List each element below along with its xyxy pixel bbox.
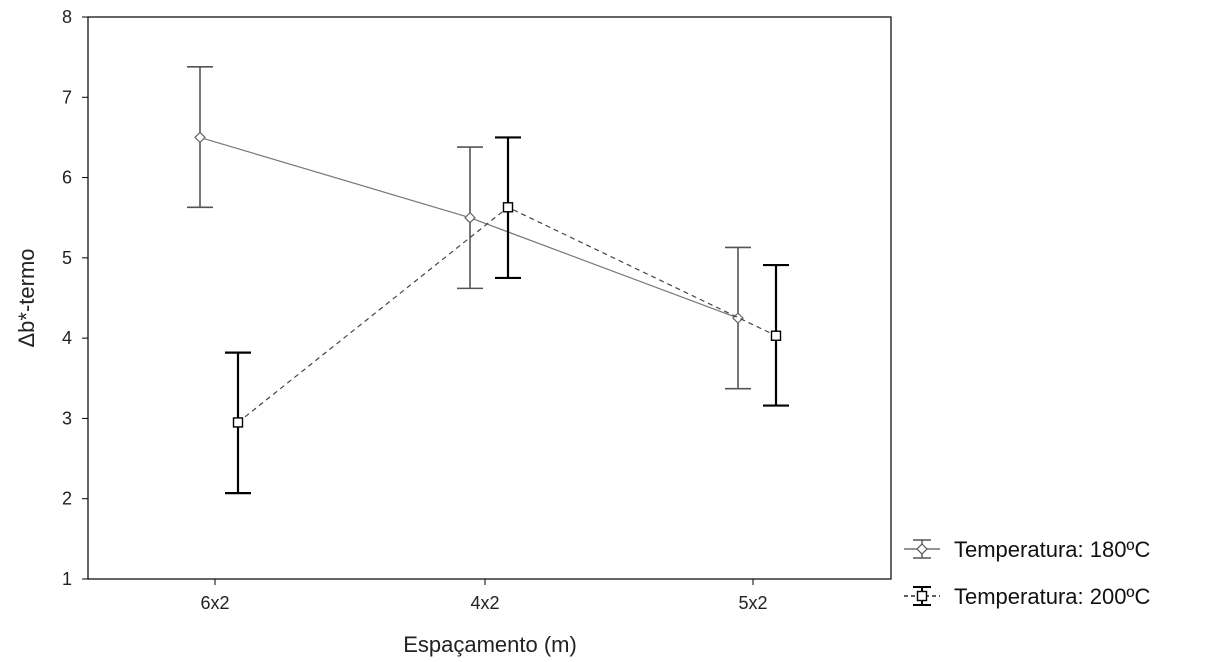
legend-label: Temperatura: 200ºC: [954, 584, 1150, 609]
data-point: [770, 330, 782, 341]
y-tick-label: 3: [62, 408, 72, 428]
legend-marker: [916, 590, 928, 602]
x-tick-label: 6x2: [200, 593, 229, 613]
y-tick-label: 4: [62, 328, 72, 348]
legend-item-temperatura-200: Temperatura: 200ºC: [904, 584, 1150, 609]
x-tick-label: 5x2: [738, 593, 767, 613]
y-tick-label: 5: [62, 248, 72, 268]
legend: Temperatura: 180ºC Temperatura: 200ºC: [904, 537, 1150, 609]
y-tick-label: 2: [62, 489, 72, 509]
y-tick-label: 8: [62, 7, 72, 27]
x-axis-ticks: 6x2 4x2 5x2: [200, 579, 768, 613]
y-axis-ticks: 1 2 3 4 5 6 7 8: [62, 7, 88, 589]
y-tick-label: 7: [62, 87, 72, 107]
y-axis-title: Δb*-termo: [14, 248, 39, 347]
series-temperatura-180: [187, 65, 751, 390]
plot-frame: [87, 16, 892, 580]
y-tick-label: 6: [62, 168, 72, 188]
legend-marker: [916, 543, 928, 555]
data-point: [194, 131, 206, 144]
series-temperatura-200: [225, 136, 789, 495]
data-point: [732, 312, 744, 324]
legend-item-temperatura-180: Temperatura: 180ºC: [904, 537, 1150, 562]
data-point: [502, 202, 514, 213]
x-axis-title: Espaçamento (m): [403, 632, 577, 657]
legend-label: Temperatura: 180ºC: [954, 537, 1150, 562]
series-layer: [187, 65, 789, 495]
y-tick-label: 1: [62, 569, 72, 589]
data-point: [464, 211, 476, 224]
data-point: [232, 417, 244, 428]
series-line: [199, 136, 739, 319]
x-tick-label: 4x2: [470, 593, 499, 613]
